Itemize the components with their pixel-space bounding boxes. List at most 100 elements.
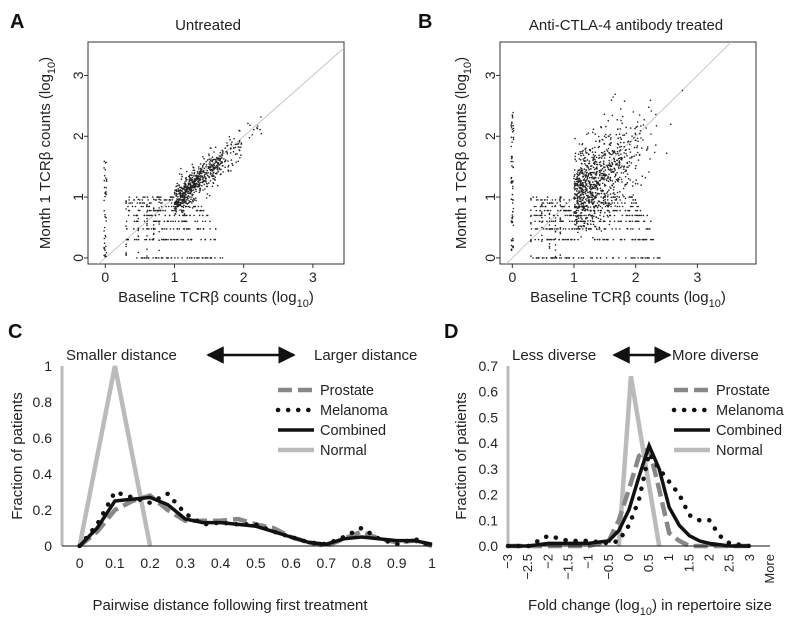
scatter-point bbox=[105, 251, 108, 254]
scatter-point bbox=[573, 197, 575, 199]
scatter-point bbox=[568, 228, 570, 230]
scatter-point bbox=[197, 176, 200, 178]
scatter-point bbox=[613, 202, 616, 204]
scatter-point bbox=[582, 225, 585, 227]
scatter-point bbox=[188, 175, 191, 178]
scatter-point bbox=[180, 167, 182, 170]
scatter-point bbox=[194, 183, 196, 185]
scatter-point bbox=[185, 190, 187, 193]
y-tick-label: 0.0 bbox=[479, 538, 499, 554]
scatter-point bbox=[535, 205, 537, 208]
panel-c-annotation-left: Smaller distance bbox=[66, 347, 177, 364]
y-tick-label: 0 bbox=[70, 254, 86, 262]
scatter-point bbox=[125, 220, 128, 223]
scatter-point bbox=[595, 171, 598, 174]
scatter-point bbox=[609, 168, 612, 170]
scatter-point bbox=[193, 179, 196, 182]
scatter-point bbox=[578, 200, 581, 203]
scatter-point bbox=[193, 257, 196, 259]
scatter-point bbox=[510, 160, 512, 163]
scatter-point bbox=[583, 207, 586, 210]
scatter-point bbox=[602, 201, 604, 204]
scatter-point bbox=[612, 182, 615, 185]
scatter-point bbox=[620, 138, 623, 140]
scatter-point bbox=[582, 189, 585, 191]
scatter-point bbox=[634, 182, 637, 185]
scatter-point bbox=[590, 201, 593, 203]
scatter-point bbox=[159, 199, 162, 201]
scatter-point bbox=[177, 196, 179, 198]
scatter-point bbox=[217, 157, 220, 159]
scatter-point bbox=[208, 153, 210, 155]
scatter-point bbox=[150, 228, 153, 230]
scatter-point bbox=[136, 220, 139, 223]
scatter-point bbox=[155, 209, 157, 212]
scatter-point bbox=[573, 189, 576, 191]
scatter-point bbox=[607, 194, 609, 196]
scatter-point bbox=[601, 182, 604, 185]
scatter-point bbox=[154, 214, 157, 217]
scatter-point bbox=[630, 156, 633, 159]
scatter-point bbox=[602, 160, 605, 162]
scatter-point bbox=[623, 238, 626, 241]
x-tick-label: 2 bbox=[702, 554, 717, 561]
scatter-point bbox=[105, 177, 107, 179]
scatter-point bbox=[548, 238, 551, 241]
scatter-point bbox=[604, 211, 606, 214]
scatter-point bbox=[554, 217, 557, 219]
scatter-point bbox=[206, 193, 209, 195]
scatter-point bbox=[581, 199, 584, 202]
scatter-point bbox=[541, 238, 543, 241]
scatter-point bbox=[147, 214, 150, 217]
scatter-point bbox=[624, 170, 626, 173]
scatter-point bbox=[574, 158, 576, 160]
scatter-point bbox=[608, 189, 610, 191]
scatter-point bbox=[656, 257, 659, 259]
scatter-point bbox=[179, 186, 181, 189]
scatter-point bbox=[128, 202, 130, 204]
legend-label-melanoma: Melanoma bbox=[716, 403, 785, 419]
scatter-point bbox=[597, 183, 600, 186]
series-line-normal bbox=[616, 375, 662, 547]
scatter-point bbox=[584, 208, 587, 211]
scatter-point bbox=[611, 114, 614, 117]
x-tick-label: 0.2 bbox=[140, 555, 160, 571]
scatter-point bbox=[597, 177, 600, 179]
scatter-point bbox=[573, 183, 576, 185]
scatter-point bbox=[587, 220, 589, 222]
scatter-point bbox=[648, 106, 650, 108]
scatter-point bbox=[586, 179, 588, 181]
scatter-point bbox=[564, 228, 567, 230]
scatter-point bbox=[177, 187, 179, 190]
panel-d: D Less diverse More diverse −3 −2.5 −2 −1.5… bbox=[444, 321, 785, 618]
scatter-point bbox=[611, 161, 613, 164]
scatter-point bbox=[146, 255, 148, 257]
scatter-point bbox=[143, 214, 146, 217]
scatter-point bbox=[649, 158, 651, 160]
scatter-point bbox=[511, 141, 513, 143]
scatter-point bbox=[583, 196, 586, 198]
scatter-point bbox=[559, 218, 562, 221]
scatter-point bbox=[623, 145, 625, 148]
scatter-point bbox=[608, 159, 610, 162]
scatter-point bbox=[584, 190, 587, 193]
scatter-point bbox=[212, 165, 214, 167]
scatter-point bbox=[629, 143, 631, 146]
scatter-point bbox=[206, 169, 208, 172]
scatter-point bbox=[200, 168, 202, 171]
scatter-point bbox=[125, 202, 127, 204]
scatter-point bbox=[629, 140, 632, 143]
scatter-point bbox=[566, 214, 568, 217]
scatter-point bbox=[510, 220, 513, 223]
scatter-point bbox=[619, 228, 621, 230]
scatter-point bbox=[160, 196, 162, 198]
panel-a-x-axis-label: Baseline TCRβ counts (log10) bbox=[118, 289, 314, 310]
x-tick-label: 2.5 bbox=[722, 554, 737, 572]
scatter-point bbox=[618, 164, 621, 167]
scatter-point bbox=[511, 165, 513, 167]
scatter-point bbox=[192, 189, 195, 191]
scatter-point bbox=[202, 189, 204, 191]
scatter-point bbox=[238, 139, 241, 142]
scatter-point bbox=[615, 228, 617, 230]
scatter-point bbox=[208, 154, 210, 157]
